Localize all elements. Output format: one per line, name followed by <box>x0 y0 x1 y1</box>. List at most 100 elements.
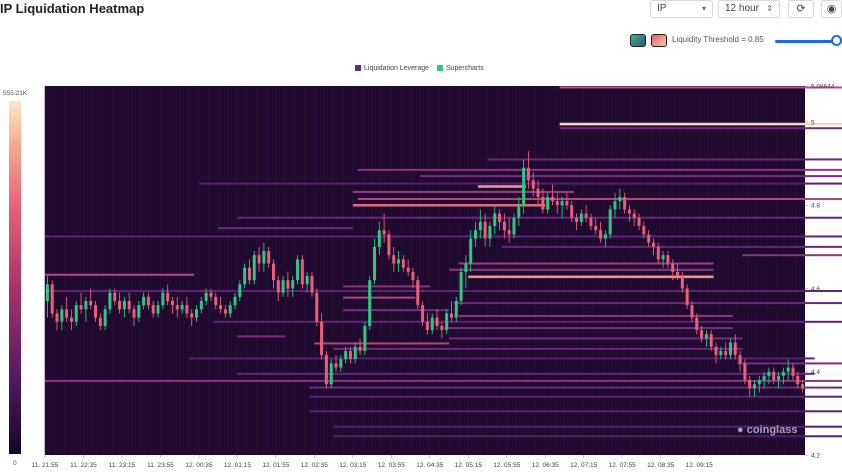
candle-body <box>185 305 189 314</box>
candle-body <box>570 205 574 218</box>
interval-select[interactable]: 12 hour ⇕ <box>718 0 780 18</box>
liquidation-band <box>352 190 575 193</box>
candle-body <box>454 300 458 318</box>
x-tick-label: 12. 08:35 <box>647 462 674 469</box>
candle-body <box>541 196 545 210</box>
palette-viridis-button[interactable] <box>630 34 646 47</box>
liquidation-band <box>189 357 815 360</box>
x-tick-label: 12. 01:15 <box>224 462 251 469</box>
liquidation-band <box>357 197 842 200</box>
threshold-slider[interactable] <box>775 40 837 43</box>
candle-body <box>60 309 64 322</box>
liquidation-band <box>742 254 842 257</box>
candle-body <box>300 259 304 285</box>
candle-body <box>488 226 492 239</box>
x-tick-label: 12. 01:55 <box>262 462 289 469</box>
liquidation-band <box>45 235 842 238</box>
liquidation-band <box>343 309 450 312</box>
liquidation-band <box>314 342 450 345</box>
candle-body <box>103 309 107 326</box>
liquidation-band <box>333 435 842 438</box>
candle-body <box>223 309 227 314</box>
threshold-slider-thumb[interactable] <box>831 35 842 46</box>
candle-body <box>632 213 636 218</box>
candle-body <box>348 350 352 360</box>
candle-body <box>118 300 122 310</box>
candle-body <box>767 371 771 376</box>
candle-body <box>291 280 295 289</box>
candle-body <box>262 251 266 264</box>
candle-body <box>209 292 213 297</box>
candle-body <box>613 201 617 210</box>
candle-body <box>748 380 752 389</box>
candle-body <box>589 217 593 227</box>
refresh-button[interactable]: ⟳ <box>788 0 814 18</box>
candle-body <box>724 350 728 356</box>
liquidation-band <box>458 262 714 265</box>
candle-body <box>411 271 415 281</box>
candle-body <box>425 321 429 331</box>
legend-item-liquidation-leverage[interactable]: Liquidation Leverage <box>355 65 429 72</box>
symbol-value: IP <box>657 3 667 14</box>
candle-body <box>94 305 97 318</box>
x-tick-label: 12. 04:35 <box>416 462 443 469</box>
candle-body <box>132 309 136 318</box>
chevron-down-icon: ▾ <box>701 4 706 13</box>
legend-item-supercharts[interactable]: Supercharts <box>436 65 484 72</box>
candle-body <box>233 296 237 306</box>
candle-body <box>474 230 477 239</box>
candle-body <box>661 255 665 260</box>
candle-body <box>618 196 622 202</box>
liquidation-band <box>45 273 195 276</box>
liquidation-band <box>309 386 842 389</box>
x-tick-label: 12. 09:15 <box>686 462 713 469</box>
liquidation-band <box>559 127 842 130</box>
candle-body <box>257 255 261 264</box>
liquidation-band <box>468 275 714 279</box>
candle-body <box>305 276 309 285</box>
candle-body <box>377 230 381 247</box>
x-tick-label: 12. 00:35 <box>185 462 212 469</box>
candle-body <box>334 363 338 368</box>
candle-body <box>195 309 199 318</box>
candle-body <box>315 292 319 322</box>
palette-heat-button[interactable] <box>651 34 667 47</box>
liquidation-band <box>213 320 842 323</box>
candle-body <box>502 221 506 231</box>
candle-body <box>522 167 526 206</box>
candle-body <box>719 350 723 356</box>
liquidation-band <box>45 289 842 292</box>
candle-body <box>353 346 357 360</box>
candle-body <box>478 221 482 231</box>
candle-body <box>517 205 521 218</box>
x-tick-label: 12. 03:15 <box>339 462 366 469</box>
candle-body <box>469 238 473 264</box>
symbol-select[interactable]: IP ▾ <box>650 0 713 18</box>
x-tick-label: 12. 06:35 <box>532 462 559 469</box>
candle-body <box>368 280 372 326</box>
candle-body <box>373 246 376 281</box>
refresh-icon: ⟳ <box>796 3 806 15</box>
candle-body <box>651 242 655 247</box>
candle-body <box>690 305 694 318</box>
colorbar-max-label: 555.21K <box>3 90 28 97</box>
candle-body <box>550 196 554 202</box>
candle-body <box>276 280 280 293</box>
candle-body <box>363 325 367 351</box>
candle-body <box>676 271 680 277</box>
candle-body <box>445 313 449 331</box>
candle-body <box>271 263 275 281</box>
candle-body <box>791 367 795 376</box>
candle-body <box>579 213 583 222</box>
candle-body <box>127 300 131 310</box>
y-tick-label: 4.8 <box>811 203 820 210</box>
candle-body <box>122 300 126 310</box>
candle-body <box>546 196 550 210</box>
candle-body <box>151 305 155 314</box>
candle-body <box>358 346 362 351</box>
candle-body <box>344 350 348 360</box>
candle-body <box>594 226 598 231</box>
x-tick-label: 12. 02:35 <box>301 462 328 469</box>
candle-body <box>89 300 93 306</box>
candle-body <box>296 259 300 281</box>
